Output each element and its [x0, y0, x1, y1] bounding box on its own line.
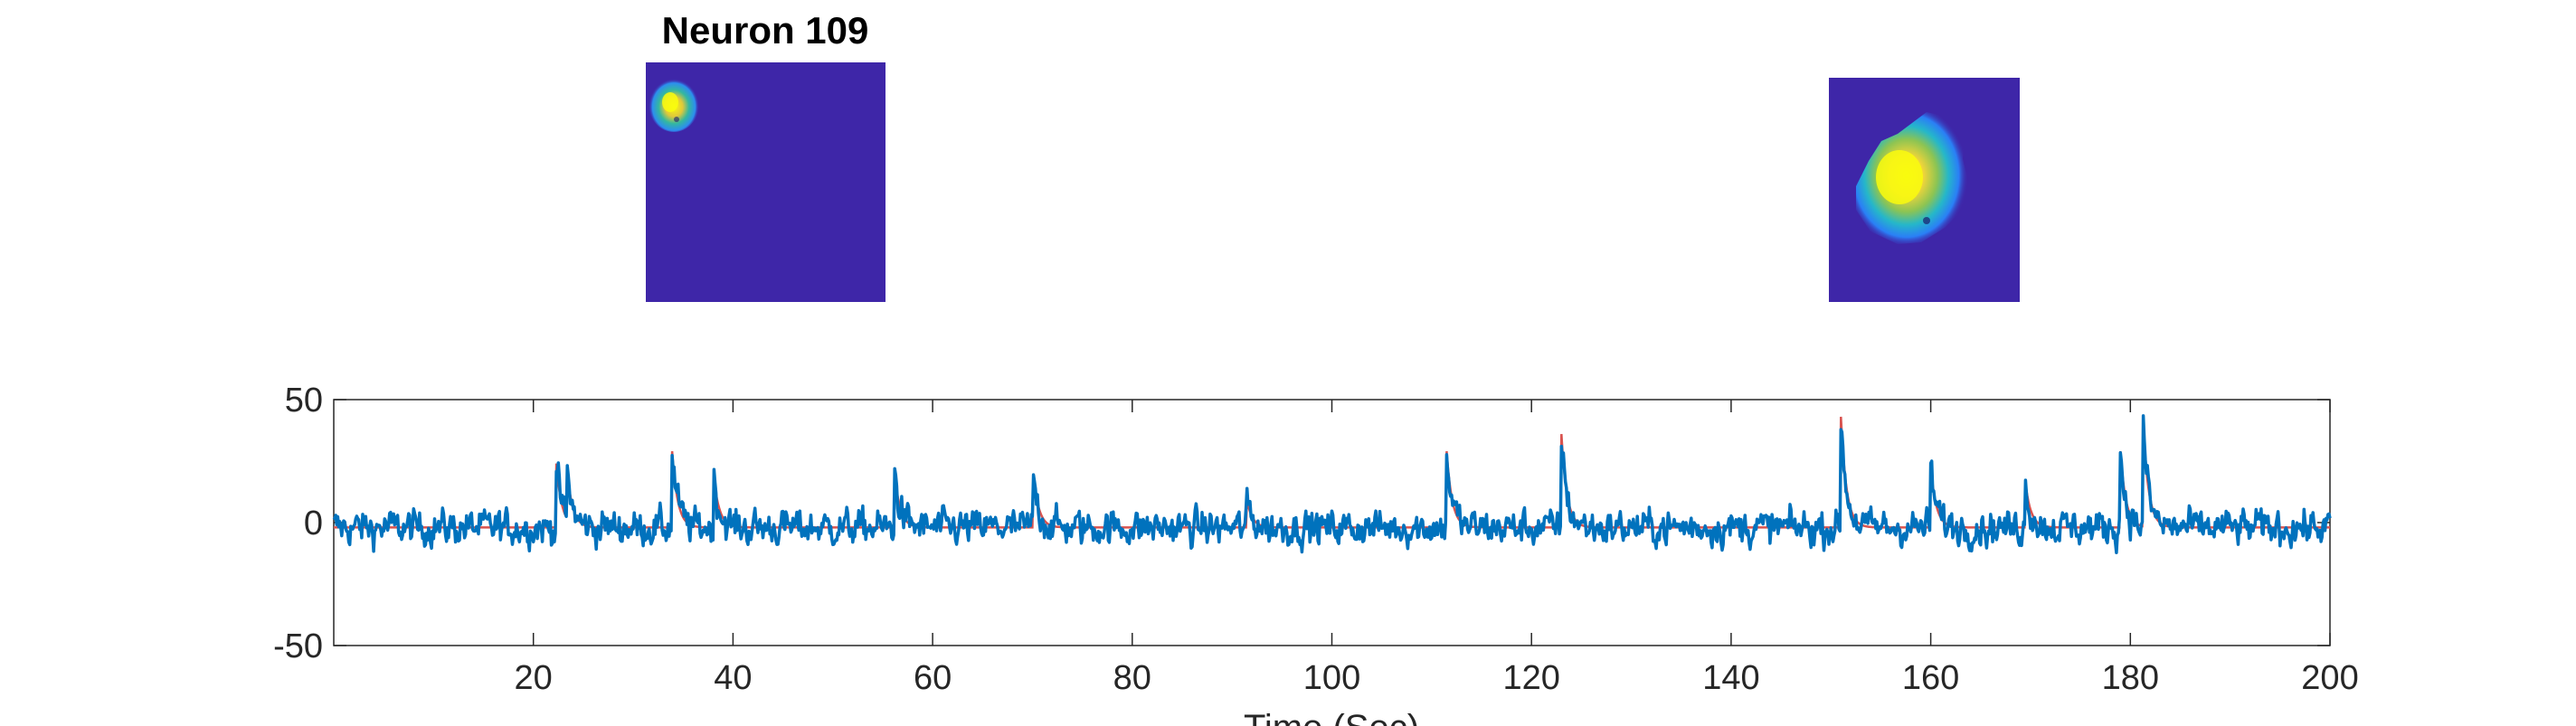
series-raw-trace — [332, 414, 2332, 555]
y-tick-label: -50 — [273, 627, 323, 665]
x-tick-label: 120 — [1502, 659, 1559, 697]
x-tick-label: 200 — [2301, 659, 2358, 697]
y-tick-label: 50 — [285, 382, 323, 420]
x-tick-label: 100 — [1303, 659, 1360, 697]
y-tick-label: 0 — [304, 504, 323, 542]
x-tick-label: 40 — [714, 659, 752, 697]
y-axis: -50 0 50 — [273, 382, 2330, 665]
x-tick-label: 160 — [1902, 659, 1959, 697]
x-axis: 20 40 60 80 100 120 140 160 180 200 — [515, 400, 2359, 697]
x-tick-label: 140 — [1702, 659, 1759, 697]
x-axis-label: Time (Sec) — [1244, 708, 1419, 726]
x-tick-label: 60 — [914, 659, 952, 697]
chart-title: Neuron 109 — [662, 9, 869, 52]
raw-trace-line — [332, 414, 2332, 555]
footprint-large-image — [1829, 78, 2020, 302]
footprint-small-image — [646, 62, 886, 302]
x-tick-label: 80 — [1113, 659, 1151, 697]
x-tick-label: 180 — [2102, 659, 2159, 697]
trace-axes: -50 0 50 20 40 60 80 100 120 140 160 180 200 — [273, 382, 2359, 697]
x-tick-label: 20 — [515, 659, 553, 697]
